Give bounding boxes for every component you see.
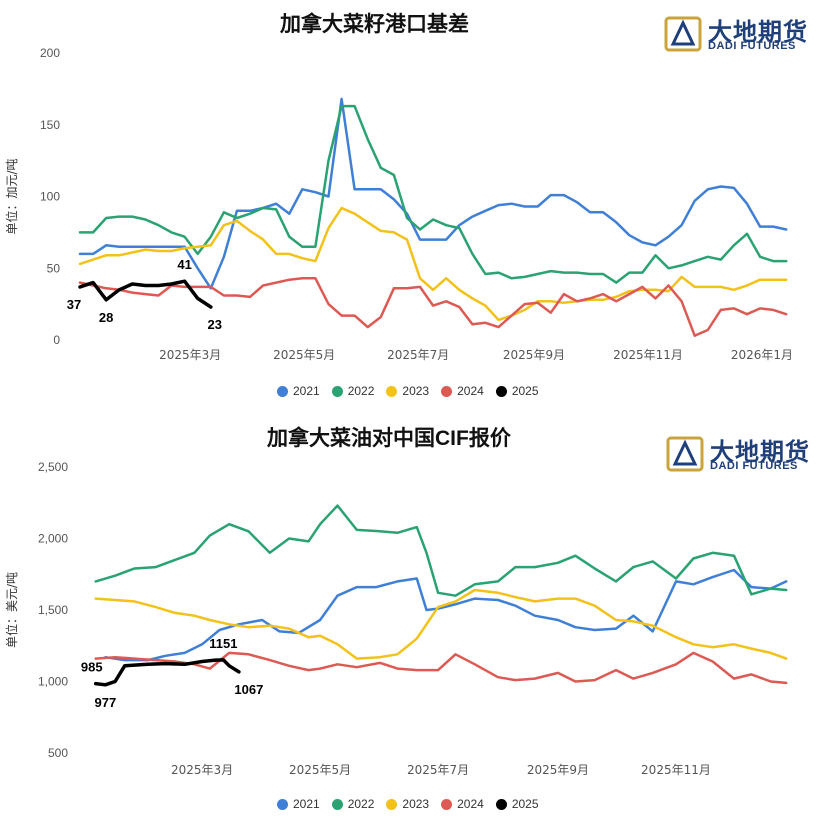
data-label: 977 [95,695,117,710]
y-tick-label: 200 [40,46,60,60]
y-tick-label: 1,500 [38,603,68,617]
legend-marker [386,798,398,810]
x-tick-label: 2025年11月 [613,348,683,362]
y-axis-label: 单位：美元/吨 [4,572,19,648]
legend-marker [277,385,288,397]
series-line-2025 [78,279,213,309]
x-tick-label: 2025年5月 [273,348,335,362]
x-tick-label: 2025年7月 [407,763,469,777]
data-label: 985 [81,660,103,675]
legend: 2021 2022 2023 2024 2025 [277,384,539,398]
y-tick-label: 150 [40,118,60,132]
series-line-2021 [78,97,788,290]
logo-text-cn: 大地期货 [708,19,808,46]
x-tick-label: 2025年3月 [171,763,233,777]
x-tick-label: 2025年9月 [503,348,565,362]
series-line-2023 [78,206,788,322]
series-line-2024 [94,651,788,685]
x-tick-label: 2025年3月 [159,348,221,362]
series-line-2022 [94,504,788,597]
dadi-logo-icon [666,436,704,472]
basis-chart: 0 50 100 150 200 单位：加元/吨 2025年3月 2025年5月 2025年7月… [4,46,793,362]
legend-label: 2025 [511,797,539,811]
series-line-2024 [78,277,788,337]
legend-marker [331,385,343,397]
legend-marker [331,798,343,810]
data-label: 1151 [209,636,237,651]
x-tick-label: 2025年9月 [527,763,589,777]
y-tick-label: 0 [53,333,60,347]
legend-item-2023[interactable]: 2023 [386,384,429,398]
y-axis-label: 单位：加元/吨 [4,158,19,234]
logo-text-en: DADI FUTURES [708,40,796,52]
legend-item-2025[interactable]: 2025 [495,384,539,398]
x-tick-label: 2025年5月 [289,763,351,777]
legend-item-2024[interactable]: 2024 [441,384,484,398]
legend-label: 2025 [511,384,539,398]
legend-item-2023[interactable]: 2023 [386,797,429,811]
data-label: 1067 [234,682,263,697]
legend-item-2022[interactable]: 2022 [331,797,375,811]
x-tick-label: 2026年1月 [731,348,793,362]
data-label: 23 [208,317,222,332]
legend-label: 2024 [457,384,484,398]
chart-title: 加拿大菜籽港口基差 [280,13,469,36]
dadi-logo-icon [664,16,702,52]
legend-item-2025[interactable]: 2025 [495,797,539,811]
data-label: 41 [177,257,191,272]
legend-marker [386,385,398,397]
legend-marker [441,798,453,810]
legend-label: 2023 [402,797,430,811]
x-tick-label: 2025年11月 [641,763,711,777]
y-tick-label: 50 [47,261,61,275]
legend-label: 2022 [347,797,375,811]
data-label: 28 [99,310,113,325]
legend-label: 2021 [293,384,320,398]
y-tick-label: 500 [48,746,68,760]
company-logo: 大地期货 DADI FUTURES [666,432,832,476]
series-line-2021 [104,568,788,662]
legend: 2021 2022 2023 2024 2025 [277,797,539,811]
series-line-2025 [93,658,241,687]
legend-label: 2024 [457,797,484,811]
x-tick-label: 2025年7月 [387,348,449,362]
y-tick-label: 1,000 [38,675,68,689]
logo-text-en: DADI FUTURES [710,460,798,472]
chart-title: 加拿大菜油对中国CIF报价 [267,427,511,450]
y-tick-label: 2,500 [38,460,68,474]
legend-marker [495,385,507,397]
legend-label: 2023 [402,384,430,398]
legend-label: 2022 [347,384,375,398]
logo-text-cn: 大地期货 [710,439,810,466]
legend-item-2021[interactable]: 2021 [277,797,320,811]
series-line-2023 [94,588,788,660]
data-label: 37 [67,297,81,312]
legend-item-2022[interactable]: 2022 [331,384,375,398]
legend-item-2024[interactable]: 2024 [441,797,484,811]
legend-item-2021[interactable]: 2021 [277,384,320,398]
legend-marker [495,798,507,810]
legend-marker [277,798,288,810]
series-line-2022 [78,104,788,284]
y-tick-label: 2,000 [38,532,68,546]
cif-price-chart: 500 1,000 1,500 2,000 2,500 单位：美元/吨 2025年3月 202… [4,460,788,777]
legend-label: 2021 [293,797,320,811]
legend-marker [441,385,453,397]
y-tick-label: 100 [40,190,60,204]
company-logo: 大地期货 DADI FUTURES [664,12,832,56]
